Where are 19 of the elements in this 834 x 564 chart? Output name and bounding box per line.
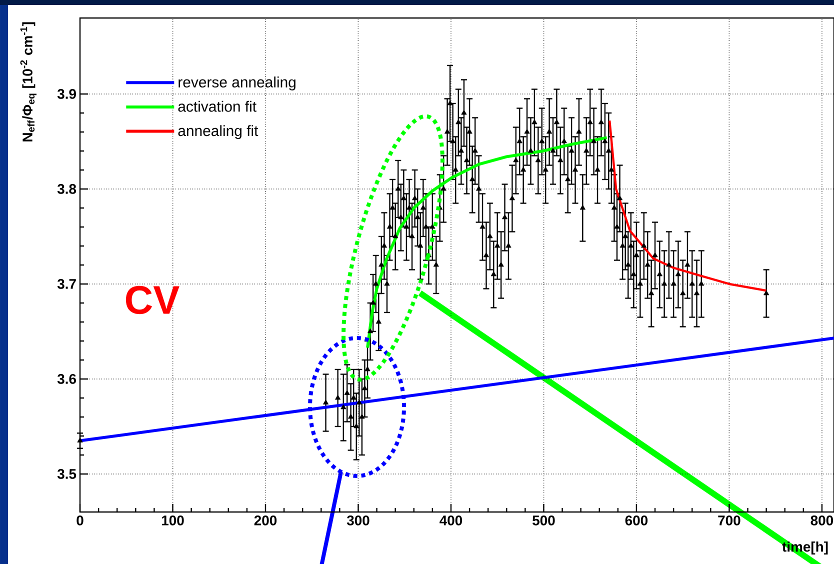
legend-label: activation fit bbox=[178, 100, 256, 112]
legend-label: annealing fit bbox=[178, 125, 258, 140]
x-tick-label: 700 bbox=[718, 515, 740, 526]
y-tick-label: 3.8 bbox=[57, 184, 76, 194]
x-tick-label: 200 bbox=[254, 515, 277, 526]
x-tick-label: 800 bbox=[810, 515, 834, 526]
x-tick-label: 0 bbox=[76, 515, 84, 526]
y-tick-label: 3.5 bbox=[57, 469, 76, 479]
y-tick-label: 3.7 bbox=[57, 279, 76, 289]
legend-label: reverse annealing bbox=[178, 76, 296, 90]
x-tick-label: 400 bbox=[440, 515, 462, 526]
text: N$_{eff}$/Φ$_{eq}$ [10$^{-2}$ cm$^{-1}$] bbox=[20, 22, 36, 142]
x-tick-label: 500 bbox=[532, 515, 555, 526]
x-tick-label: 300 bbox=[346, 515, 370, 526]
x-tick-label: 600 bbox=[625, 515, 648, 526]
x-tick-label: 100 bbox=[162, 515, 184, 526]
annotation: CV bbox=[126, 286, 180, 314]
y-tick-label: 3.9 bbox=[57, 89, 76, 99]
y-tick-label: 3.6 bbox=[57, 374, 76, 384]
